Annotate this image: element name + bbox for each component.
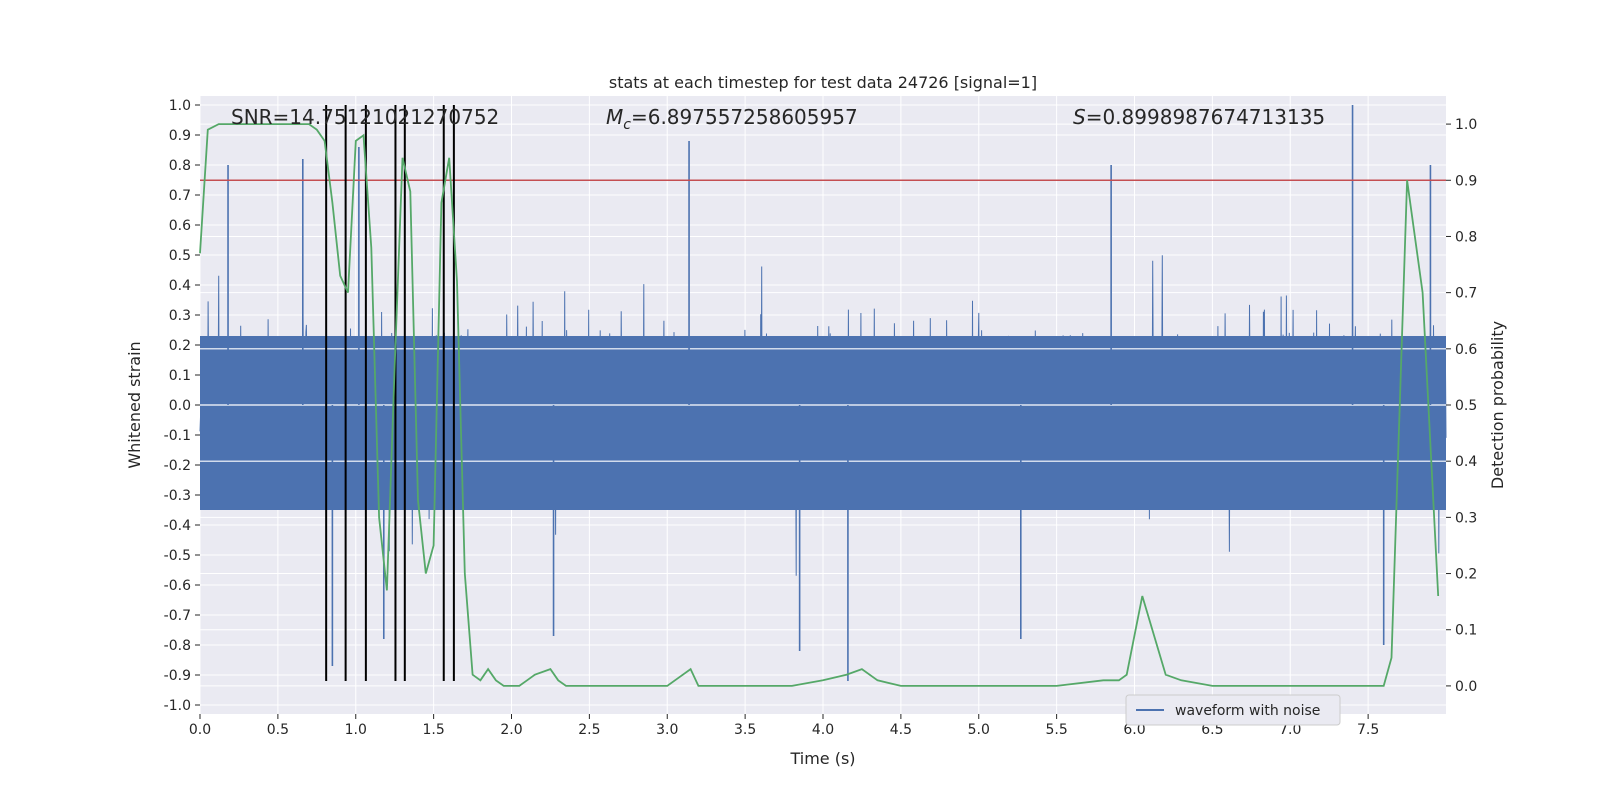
x-tick-label: 0.5: [267, 722, 289, 738]
legend: waveform with noise: [1125, 694, 1341, 726]
x-tick-label: 5.5: [1045, 722, 1067, 738]
waveform-with-noise-series: [199, 105, 1447, 681]
y-axis-label: Whitened strain: [125, 341, 144, 468]
x-axis-label: Time (s): [789, 749, 855, 768]
y-tick-label: -0.5: [164, 548, 191, 564]
detection-probability-line: [199, 123, 1440, 687]
y-tick-label: -0.3: [164, 488, 191, 504]
y-tick-label: 0.5: [169, 248, 191, 264]
y2-tick-label: 0.5: [1455, 398, 1477, 414]
y-tick-label: -0.2: [164, 458, 191, 474]
y-tick-label: 0.3: [169, 308, 191, 324]
s-value: =0.8998987674713135: [1086, 105, 1325, 129]
y-tick-label: 0.7: [169, 188, 191, 204]
mc-value: =6.897557258605957: [631, 105, 858, 129]
x-tick-label: 6.5: [1201, 722, 1223, 738]
x-tick-label: 4.0: [812, 722, 834, 738]
s-annotation: S=0.8998987674713135: [1073, 105, 1325, 129]
y2-tick-label: 0.7: [1455, 286, 1477, 302]
x-axis-ticks: 0.0 0.5 1.0 1.5 2.0 2.5 3.0 3.5 4.0 4.5 5.0 5.5 6.0 6…: [189, 714, 1379, 738]
detection-probability-series: [199, 123, 1440, 687]
y-tick-label: -0.9: [164, 668, 191, 684]
y-tick-label: 1.0: [169, 98, 191, 114]
y-tick-label: 0.8: [169, 158, 191, 174]
x-tick-label: 2.5: [578, 722, 600, 738]
y2-tick-label: 0.0: [1455, 679, 1477, 695]
x-tick-label: 7.5: [1357, 722, 1379, 738]
y-tick-label: 0.2: [169, 338, 191, 354]
mc-symbol: M: [606, 105, 623, 129]
snr-annotation: SNR=14.75121021270752: [231, 105, 499, 129]
y2-axis-label: Detection probability: [1488, 321, 1507, 489]
x-tick-label: 3.0: [656, 722, 678, 738]
y-tick-label: 0.6: [169, 218, 191, 234]
y2-tick-label: 0.9: [1455, 173, 1477, 189]
x-tick-label: 1.5: [422, 722, 444, 738]
legend-box: [1125, 694, 1341, 726]
chart-title: stats at each timestep for test data 247…: [609, 73, 1037, 92]
y-tick-label: 0.9: [169, 128, 191, 144]
y2-tick-label: 0.8: [1455, 229, 1477, 245]
x-tick-label: 4.5: [890, 722, 912, 738]
x-tick-label: 3.5: [734, 722, 756, 738]
y2-axis-ticks: 1.0 0.9 0.8 0.7 0.6 0.5 0.4 0.3 0.2 0.1 0.0: [1446, 117, 1477, 695]
y-tick-label: 0.4: [169, 278, 191, 294]
x-tick-label: 0.0: [189, 722, 211, 738]
s-symbol: S: [1073, 105, 1086, 129]
mc-subscript: c: [623, 117, 631, 133]
y-tick-label: 0.1: [169, 368, 191, 384]
black-vertical-lines: [325, 105, 455, 681]
y-tick-label: -1.0: [164, 698, 191, 714]
y2-tick-label: 0.3: [1455, 510, 1477, 526]
y2-tick-label: 0.6: [1455, 342, 1477, 358]
y-tick-label: -0.7: [164, 608, 191, 624]
y2-tick-label: 0.2: [1455, 567, 1477, 583]
x-tick-label: 7.0: [1279, 722, 1301, 738]
y-tick-label: -0.1: [164, 428, 191, 444]
y-tick-label: -0.4: [164, 518, 191, 534]
waveform-noise-core: [200, 336, 1446, 510]
y-tick-label: -0.6: [164, 578, 191, 594]
y2-tick-label: 1.0: [1455, 117, 1477, 133]
y-tick-label: 0.0: [169, 398, 191, 414]
x-tick-label: 2.0: [500, 722, 522, 738]
x-tick-label: 6.0: [1123, 722, 1145, 738]
legend-label: waveform with noise: [1175, 703, 1320, 719]
y-tick-label: -0.8: [164, 638, 191, 654]
mc-annotation: Mc=6.897557258605957: [606, 105, 858, 133]
y2-tick-label: 0.1: [1455, 623, 1477, 639]
y-axis-ticks: 1.0 0.9 0.8 0.7 0.6 0.5 0.4 0.3 0.2 0.1 0.0 -0.1 -0.…: [164, 98, 200, 714]
y2-tick-label: 0.4: [1455, 454, 1477, 470]
x-tick-label: 1.0: [345, 722, 367, 738]
x-tick-label: 5.0: [968, 722, 990, 738]
